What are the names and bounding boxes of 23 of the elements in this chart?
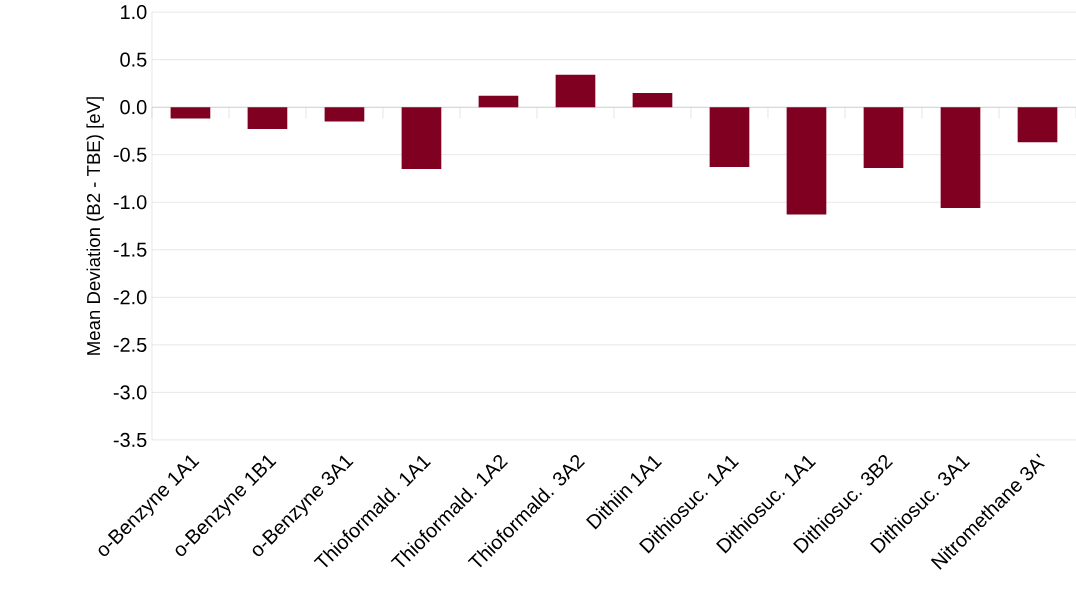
y-tick-label: 0.0 bbox=[120, 100, 147, 115]
bar bbox=[170, 107, 211, 119]
bar bbox=[709, 107, 750, 168]
y-tick-label: -1.0 bbox=[113, 195, 147, 210]
y-tick-label: -1.5 bbox=[113, 242, 147, 257]
y-tick-label: -3.0 bbox=[113, 385, 147, 400]
bar bbox=[401, 107, 442, 169]
bar bbox=[247, 107, 288, 130]
bar bbox=[632, 92, 673, 108]
y-tick-label: -3.5 bbox=[113, 432, 147, 447]
y-axis-title: Mean Deviation (B2 - TBE) [eV] bbox=[86, 97, 104, 355]
y-tick-label: -2.0 bbox=[113, 290, 147, 305]
bar bbox=[324, 107, 365, 122]
y-tick-label: 0.5 bbox=[120, 52, 147, 67]
bar bbox=[555, 74, 596, 108]
y-tick-label: 1.0 bbox=[121, 5, 147, 20]
bar bbox=[478, 95, 519, 108]
bar bbox=[940, 107, 981, 208]
bar bbox=[786, 107, 827, 215]
bar bbox=[863, 107, 904, 169]
y-tick-label: -0.5 bbox=[113, 147, 147, 162]
y-tick-label: -2.5 bbox=[113, 337, 147, 352]
bar bbox=[1017, 107, 1058, 143]
